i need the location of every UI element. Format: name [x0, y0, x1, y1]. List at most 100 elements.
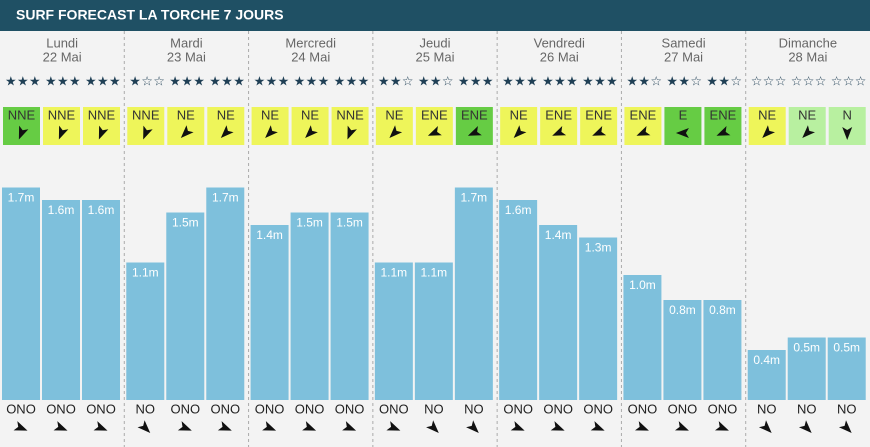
wave-bar [827, 337, 866, 400]
star-rating: ★ ★ ★ [45, 73, 81, 88]
swell-arrow [590, 421, 605, 431]
wave-label: 0.8m [709, 303, 736, 317]
wind-direction: ENE [461, 107, 488, 122]
day-name: Vendredi [534, 35, 585, 50]
star: ★ [346, 73, 358, 88]
wind-arrow [842, 127, 853, 140]
wind-box [748, 107, 786, 145]
wave-label: 1.1m [132, 266, 159, 280]
star-rating: ★ ☆ ☆ [129, 73, 165, 88]
wave-label: 1.5m [336, 216, 363, 230]
star: ★ [97, 73, 109, 88]
swell-arrow [93, 421, 108, 431]
wind-arrow [180, 125, 194, 138]
star: ☆ [803, 73, 815, 88]
wind-arrow [143, 125, 153, 140]
star: ★ [378, 73, 390, 88]
star: ★ [526, 73, 538, 88]
wave-bar [499, 200, 538, 400]
star: ★ [69, 73, 81, 88]
star: ★ [706, 73, 718, 88]
star: ★ [45, 73, 57, 88]
wave-bar [82, 200, 120, 400]
star-rating: ★ ★ ☆ [626, 73, 662, 88]
title-bar [0, 0, 870, 31]
day-name: Samedi [662, 35, 706, 50]
star: ★ [470, 73, 482, 88]
wind-arrow [347, 125, 357, 140]
swell-arrow [634, 421, 649, 431]
wind-direction: NE [217, 107, 235, 122]
swell-direction: ONO [170, 401, 200, 416]
wind-box [455, 107, 493, 145]
wind-arrow [98, 125, 109, 140]
wind-box [375, 107, 413, 145]
star: ☆ [791, 73, 803, 88]
star: ★ [666, 73, 678, 88]
star: ★ [209, 73, 221, 88]
wind-box [207, 107, 245, 145]
wave-bar [454, 187, 493, 400]
wave-bar [290, 212, 329, 400]
day-name: Jeudi [419, 35, 450, 50]
wind-direction: NE [510, 107, 528, 122]
star: ★ [29, 73, 41, 88]
star: ★ [85, 73, 97, 88]
wind-direction: NE [385, 107, 403, 122]
wave-bar [250, 225, 289, 400]
wind-box [664, 107, 702, 145]
wind-arrow [467, 126, 482, 136]
swell-arrow [426, 420, 439, 433]
wind-box [331, 107, 369, 145]
wind-box [291, 107, 329, 145]
swell-direction: ONO [503, 401, 533, 416]
swell-arrow [137, 420, 151, 433]
star-rating: ★ ★ ☆ [706, 73, 742, 88]
swell-direction: ONO [335, 401, 365, 416]
swell-arrow [177, 421, 192, 431]
wind-direction: NNE [336, 107, 364, 122]
wind-box [251, 107, 289, 145]
star: ☆ [442, 73, 454, 88]
wind-box [127, 107, 165, 145]
star: ☆ [141, 73, 153, 88]
swell-arrow [53, 421, 68, 431]
day-date: 27 Mai [664, 49, 703, 64]
star: ☆ [730, 73, 742, 88]
star: ★ [458, 73, 470, 88]
day-name: Mardi [170, 35, 203, 50]
wind-box [540, 107, 578, 145]
star: ★ [482, 73, 494, 88]
star: ★ [594, 73, 606, 88]
wind-direction: ENE [630, 107, 657, 122]
star: ★ [678, 73, 690, 88]
swell-direction: ONO [210, 401, 240, 416]
swell-arrow [714, 421, 729, 431]
swell-arrow [386, 421, 401, 431]
wave-label: 0.4m [753, 353, 780, 367]
wave-bar [579, 237, 618, 400]
star: ☆ [650, 73, 662, 88]
star-rating: ★ ★ ★ [294, 73, 330, 88]
wave-label: 0.8m [669, 303, 696, 317]
star: ☆ [153, 73, 165, 88]
wave-label: 1.4m [545, 228, 572, 242]
star-rating: ★ ★ ★ [458, 73, 494, 88]
wind-arrow [389, 125, 403, 138]
wave-bar [747, 350, 786, 400]
wind-direction: NNE [48, 107, 76, 122]
swell-direction: ONO [583, 401, 613, 416]
wave-bar [374, 262, 413, 400]
star: ★ [502, 73, 514, 88]
star-rating: ★ ★ ★ [5, 73, 41, 88]
wind-box [788, 107, 826, 145]
wave-label: 1.5m [296, 216, 323, 230]
swell-direction: NO [837, 401, 857, 416]
star-rating: ★ ★ ★ [502, 73, 538, 88]
title: SURF FORECAST LA TORCHE 7 JOURS [16, 7, 284, 23]
wave-bar [330, 212, 369, 400]
wind-direction: NE [177, 107, 195, 122]
wind-direction: ENE [710, 107, 737, 122]
wind-arrow [552, 126, 567, 136]
wind-arrow [802, 125, 815, 138]
